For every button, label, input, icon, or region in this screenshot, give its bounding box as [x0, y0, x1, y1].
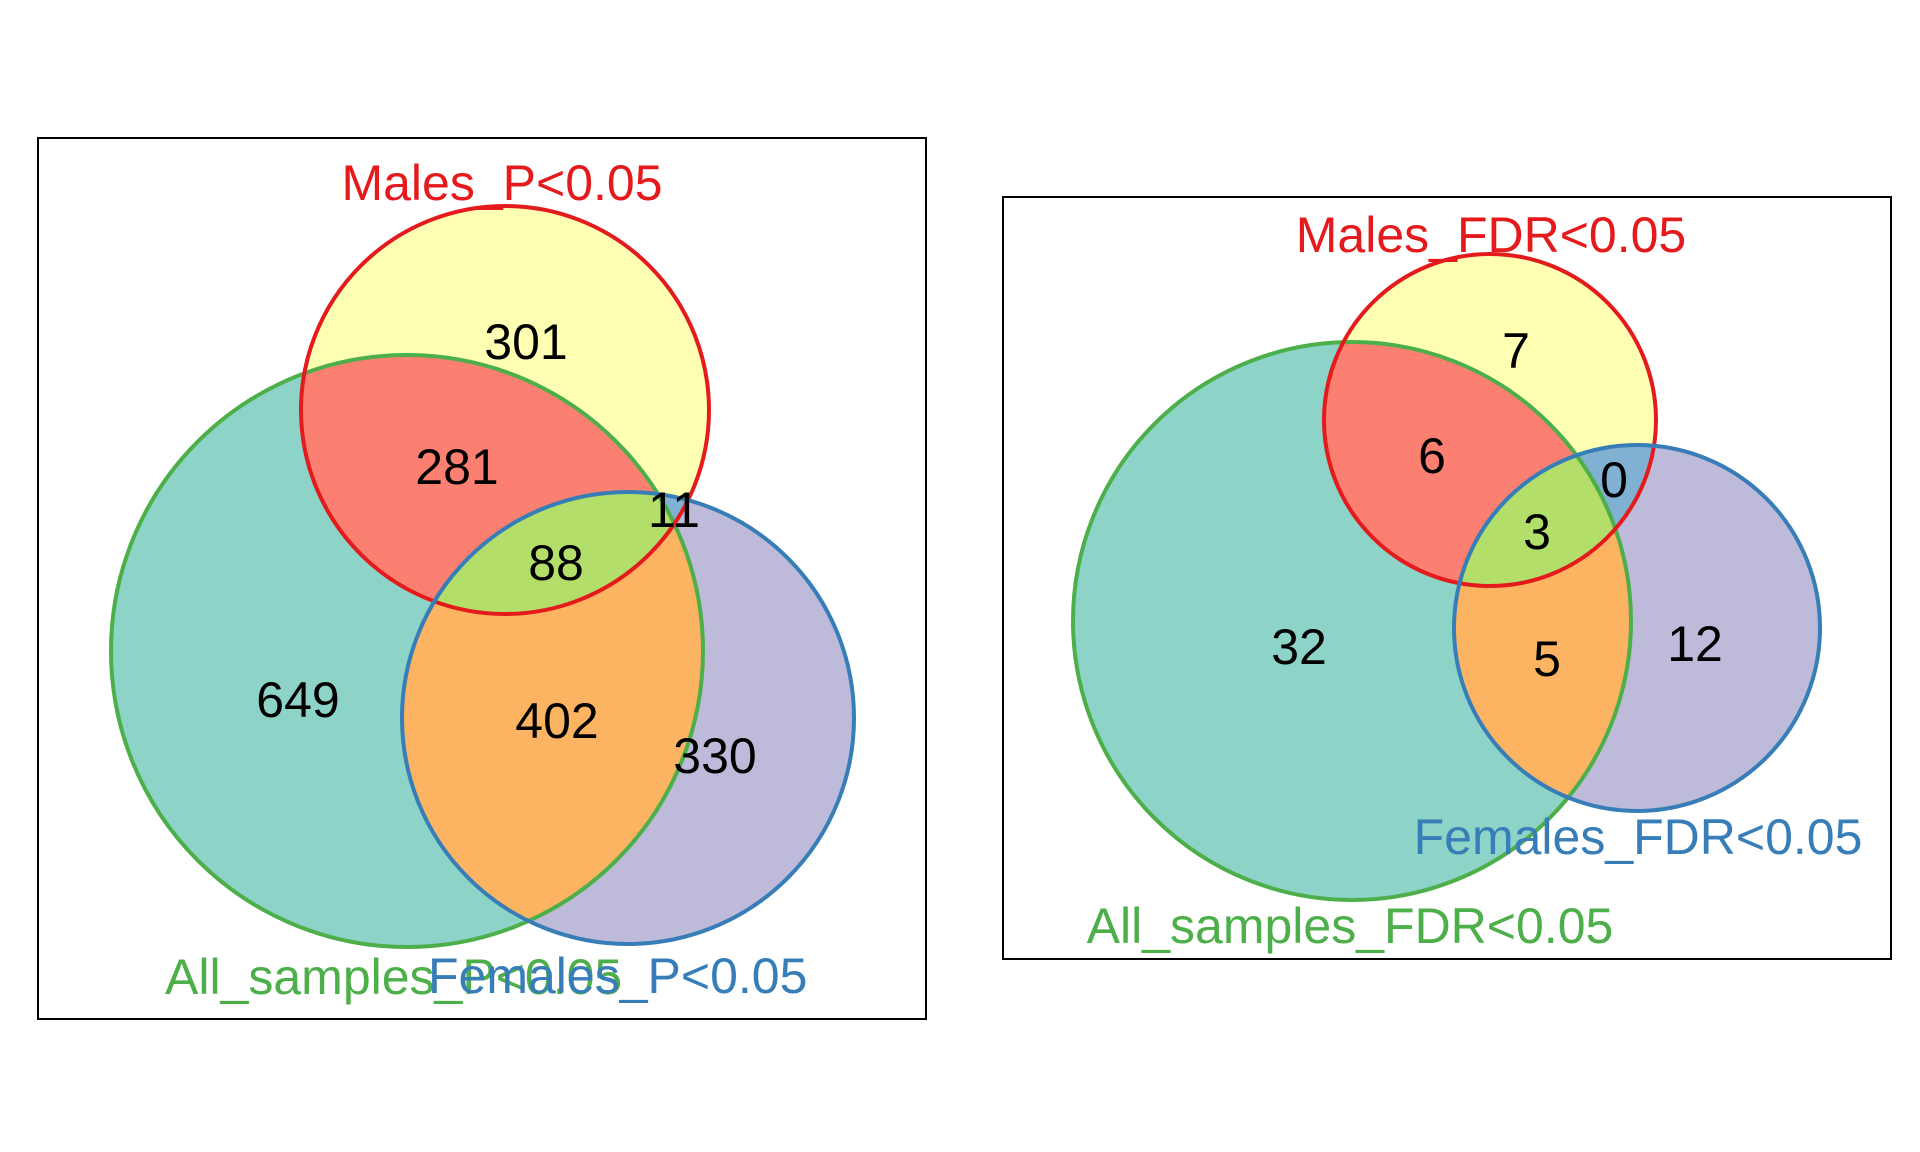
count-males-only: 7 — [1502, 323, 1530, 379]
count-males-all: 281 — [415, 439, 498, 495]
count-females-only: 330 — [673, 728, 756, 784]
all-samples-circle — [1071, 340, 1633, 902]
count-all-three: 3 — [1523, 504, 1551, 560]
label-females: Females_P<0.05 — [428, 948, 807, 1004]
count-males-all: 6 — [1418, 428, 1446, 484]
region-fill — [1454, 445, 1631, 586]
label-females: Females_FDR<0.05 — [1414, 809, 1863, 865]
label-males: Males_FDR<0.05 — [1296, 207, 1686, 263]
panel-frame — [1002, 196, 1892, 960]
region-fill — [402, 492, 703, 614]
region-all-three — [1454, 445, 1631, 586]
count-females-only: 12 — [1667, 616, 1723, 672]
venn-diagram-p: 301 281 11 88 649 402 330 Males_P<0.05 A… — [37, 137, 927, 1020]
panel-frame — [37, 137, 927, 1020]
count-males-only: 301 — [484, 314, 567, 370]
females-circle — [1452, 443, 1822, 813]
label-all-samples: All_samples_FDR<0.05 — [1087, 898, 1614, 954]
count-all-females: 402 — [515, 693, 598, 749]
count-males-females: 11 — [648, 482, 700, 538]
count-all-three: 88 — [528, 535, 584, 591]
females-circle — [400, 490, 856, 946]
count-all-females: 5 — [1533, 631, 1561, 687]
label-males: Males_P<0.05 — [341, 155, 662, 211]
label-all-samples: All_samples_P<0.05 — [165, 949, 622, 1005]
males-circle — [299, 204, 711, 616]
males-circle — [1322, 252, 1658, 588]
count-males-females: 0 — [1600, 452, 1628, 508]
count-all-only: 32 — [1271, 619, 1327, 675]
venn-diagram-fdr: 7 6 0 3 32 5 12 Males_FDR<0.05 Females_F… — [1002, 196, 1892, 960]
count-all-only: 649 — [256, 672, 339, 728]
region-all-three — [402, 492, 703, 614]
all-samples-circle — [109, 353, 705, 949]
